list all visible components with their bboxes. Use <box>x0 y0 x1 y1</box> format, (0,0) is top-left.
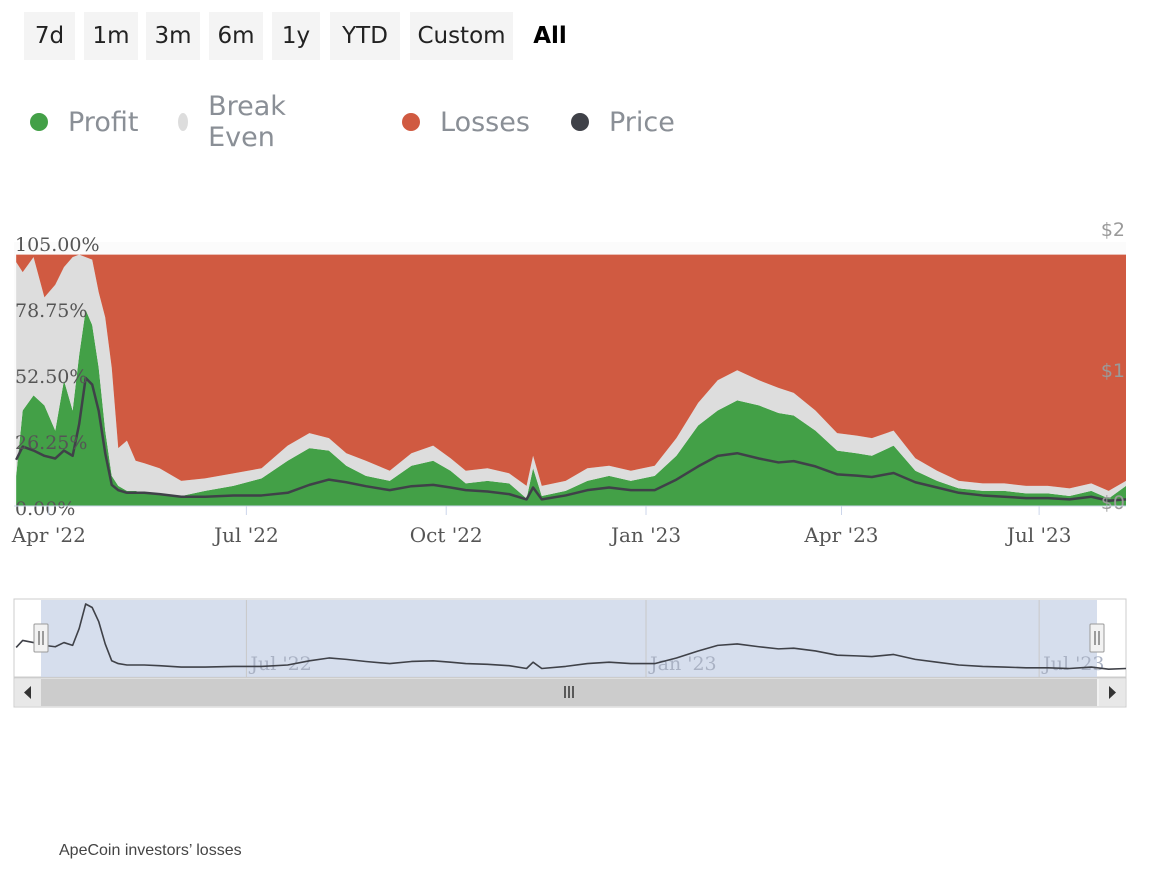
legend-marker-losses <box>402 113 420 131</box>
navigator[interactable]: Jul '22 Jan '23 Jul '23 <box>13 598 1127 678</box>
navigator-tick-label: Jan '23 <box>648 653 717 675</box>
y-axis-left: 105.00% 78.75% 52.50% 26.25% 0.00% <box>15 234 100 520</box>
range-7d-button[interactable]: 7d <box>24 12 75 60</box>
x-tick-label: Jul '22 <box>212 523 279 547</box>
navigator-tick-label: Jul '22 <box>248 653 311 675</box>
range-custom-button[interactable]: Custom <box>410 12 513 60</box>
chart-caption: ApeCoin investors’ losses <box>59 842 242 859</box>
range-1y-button[interactable]: 1y <box>272 12 320 60</box>
y-tick-label: 52.50% <box>15 366 87 388</box>
stacked-area-layer <box>16 254 1126 506</box>
legend-item-losses[interactable]: Losses <box>402 98 530 146</box>
navigator-handle-left[interactable] <box>33 623 49 653</box>
legend-item-profit[interactable]: Profit <box>30 98 138 146</box>
price-line <box>15 376 1127 502</box>
navigator-handle-right[interactable] <box>1089 623 1105 653</box>
scrollbar[interactable] <box>13 677 1127 708</box>
scroll-right-button[interactable] <box>1099 679 1125 706</box>
range-1m-button[interactable]: 1m <box>84 12 138 60</box>
range-all-button[interactable]: All <box>524 12 576 60</box>
x-tick-label: Apr '22 <box>11 523 86 547</box>
navigator-grid: Jul '22 Jan '23 Jul '23 <box>245 600 1105 677</box>
x-axis: Apr '22 Jul '22 Oct '22 Jan '23 Apr '23 Jul '… <box>11 506 1072 547</box>
legend-label-losses: Losses <box>440 106 530 138</box>
legend-marker-price <box>571 113 589 131</box>
x-tick-label: Jan '23 <box>609 523 681 547</box>
area-profit <box>16 309 1126 506</box>
chart-area: 105.00% 78.75% 52.50% 26.25% 0.00% $2 $1 $0 Ap… <box>11 219 1127 708</box>
legend-item-break-even[interactable]: Break Even <box>178 91 294 153</box>
navigator-mask[interactable] <box>41 600 1097 677</box>
y-axis-right: $2 $1 $0 <box>1101 219 1125 514</box>
y-tick-label: 78.75% <box>15 300 87 322</box>
y2-tick-label: $0 <box>1101 492 1125 514</box>
y-tick-label: 26.25% <box>15 432 87 454</box>
x-tick-label: Apr '23 <box>803 523 878 547</box>
legend-label-price: Price <box>609 106 675 138</box>
range-3m-button[interactable]: 3m <box>146 12 200 60</box>
navigator-tick-label: Jul '23 <box>1041 653 1104 675</box>
arrow-left-icon <box>24 686 31 699</box>
area-losses <box>16 254 1126 491</box>
y2-tick-label: $2 <box>1101 219 1125 241</box>
x-tick-label: Oct '22 <box>410 523 483 547</box>
scroll-left-button[interactable] <box>15 679 41 706</box>
navigator-price-line <box>15 603 1127 670</box>
legend-marker-profit <box>30 113 48 131</box>
area-break-even <box>16 254 1126 499</box>
y-tick-label: 105.00% <box>15 234 100 256</box>
legend-label-profit: Profit <box>68 106 139 138</box>
y-tick-label: 0.00% <box>15 498 75 520</box>
legend-marker-break-even <box>178 113 189 131</box>
legend-item-price[interactable]: Price <box>571 98 675 146</box>
price-line-layer <box>15 376 1127 502</box>
x-tick-label: Jul '23 <box>1005 523 1072 547</box>
range-ytd-button[interactable]: YTD <box>330 12 400 60</box>
y2-tick-label: $1 <box>1101 360 1125 382</box>
arrow-right-icon <box>1109 686 1116 699</box>
range-6m-button[interactable]: 6m <box>209 12 263 60</box>
navigator-series <box>15 603 1127 670</box>
legend-label-break-even: Break Even <box>208 91 286 153</box>
